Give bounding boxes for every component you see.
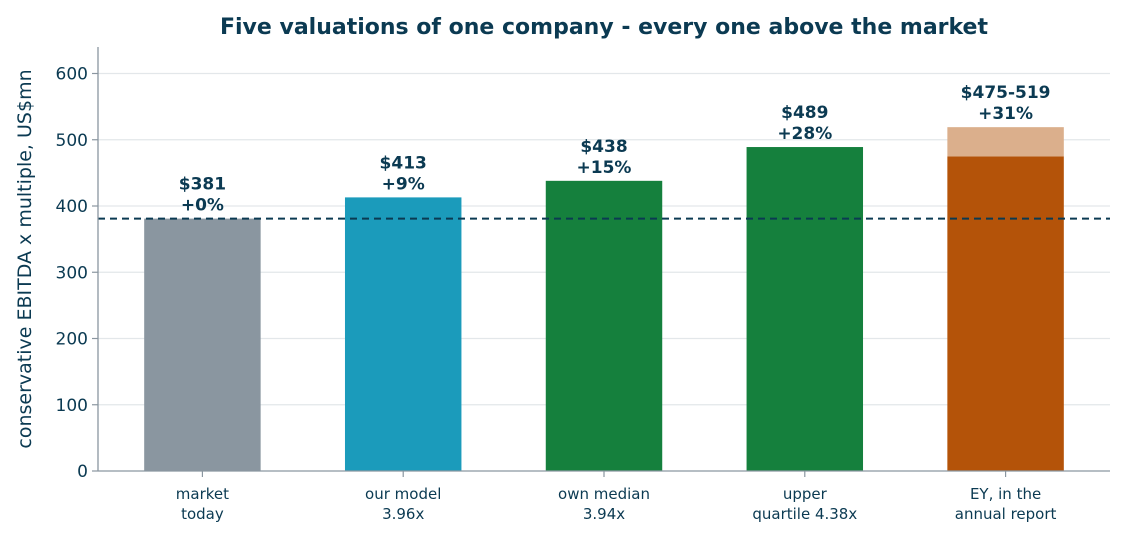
y-tick-label-0: 0	[77, 462, 88, 482]
x-tick-label-1: our model 3.96x	[365, 485, 441, 523]
bar-0	[144, 218, 261, 471]
x-tick-label-4: EY, in the annual report	[955, 485, 1057, 523]
data-label-3: $489 +28%	[777, 103, 832, 144]
axes: 0 100 200 300 400 500 600 market today our model 3…	[56, 47, 1110, 523]
data-label-1: $413 +9%	[380, 153, 427, 194]
y-axis-label: conservative EBITDA x multiple, US$mn	[14, 69, 36, 448]
data-label-0: $381 +0%	[179, 175, 226, 216]
y-tick-label-2: 200	[56, 330, 88, 350]
x-tick-label-2: own median 3.94x	[558, 485, 650, 523]
x-tick-label-3: upper quartile 4.38x	[752, 485, 857, 523]
y-tick-label-5: 500	[56, 131, 88, 151]
data-labels: $381 +0% $413 +9% $438 +15% $489 +28% $475-519 +3…	[179, 83, 1051, 215]
data-label-2: $438 +15%	[577, 137, 632, 178]
y-tick-label-3: 300	[56, 263, 88, 283]
chart-title: Five valuations of one company - every o…	[220, 15, 988, 40]
bar-2	[545, 180, 663, 471]
y-tick-label-4: 400	[56, 197, 88, 217]
bar-3	[746, 147, 864, 471]
y-tick-label-1: 100	[56, 396, 88, 416]
bar-4	[947, 156, 1064, 471]
data-label-4: $475-519 +31%	[961, 83, 1051, 124]
bar-1	[344, 197, 462, 471]
bar-range-4	[947, 127, 1064, 157]
x-tick-label-0: market today	[176, 485, 229, 523]
y-tick-label-6: 600	[56, 65, 88, 85]
bars	[144, 127, 1064, 471]
